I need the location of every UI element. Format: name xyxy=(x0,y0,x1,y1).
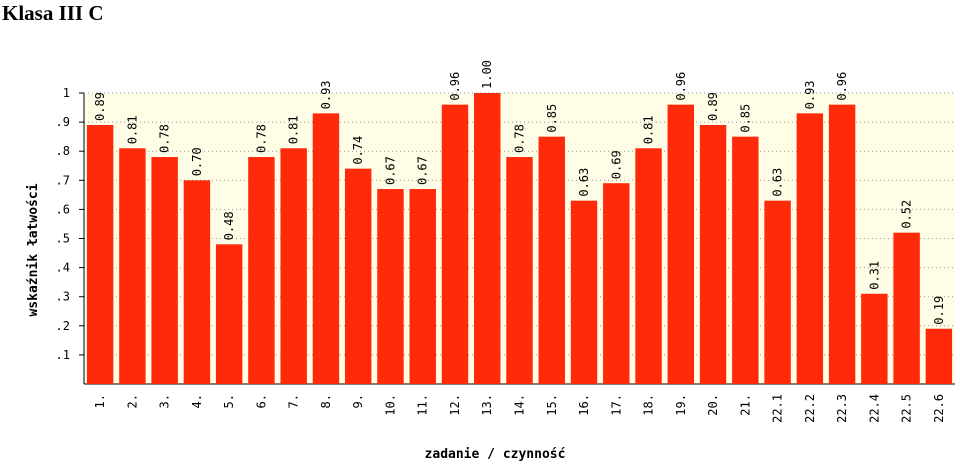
x-tick-label: 21. xyxy=(738,394,752,416)
value-label: 0.19 xyxy=(932,296,946,325)
bar xyxy=(151,157,178,384)
bar xyxy=(699,125,727,384)
y-tick-label: 1 xyxy=(63,86,70,100)
bar xyxy=(764,200,791,384)
value-label: 0.93 xyxy=(803,80,817,109)
value-label: 0.48 xyxy=(222,211,236,240)
value-label: 0.67 xyxy=(383,156,397,185)
value-label: 0.81 xyxy=(125,115,139,144)
x-tick-label: 22.2 xyxy=(803,394,817,423)
value-label: 0.96 xyxy=(835,72,849,101)
y-tick-label: .2 xyxy=(56,319,70,333)
value-label: 0.93 xyxy=(319,80,333,109)
x-tick-label: 22.6 xyxy=(932,394,946,423)
x-tick-label: 1. xyxy=(93,394,107,408)
bar xyxy=(183,180,211,384)
y-tick-label: .4 xyxy=(56,261,70,275)
x-tick-label: 13. xyxy=(480,394,494,416)
bar xyxy=(925,328,953,384)
value-label: 0.85 xyxy=(738,104,752,133)
x-tick-label: 7. xyxy=(287,394,301,408)
bar xyxy=(635,148,662,384)
value-label: 0.96 xyxy=(448,72,462,101)
y-tick-label: .6 xyxy=(56,202,70,216)
bar xyxy=(344,168,372,384)
value-label: 0.96 xyxy=(674,72,688,101)
x-tick-label: 17. xyxy=(609,394,623,416)
value-label: 0.63 xyxy=(771,168,785,197)
value-label: 0.63 xyxy=(577,168,591,197)
x-tick-label: 22.1 xyxy=(771,394,785,423)
x-tick-label: 14. xyxy=(513,394,527,416)
x-tick-label: 4. xyxy=(190,394,204,408)
bar xyxy=(312,113,340,385)
y-axis-label: wskaźnik łatwości xyxy=(26,183,41,316)
bar xyxy=(538,136,565,384)
y-tick-label: .5 xyxy=(56,232,70,246)
bar xyxy=(828,104,856,384)
x-tick-label: 20. xyxy=(706,394,720,416)
x-tick-label: 8. xyxy=(319,394,333,408)
x-tick-label: 3. xyxy=(158,394,172,408)
bar xyxy=(570,200,598,384)
value-label: 0.52 xyxy=(900,200,914,229)
x-tick-label: 5. xyxy=(222,394,236,408)
y-tick-label: .3 xyxy=(56,290,70,304)
bar xyxy=(667,104,695,384)
value-label: 0.89 xyxy=(93,92,107,121)
bar xyxy=(603,183,630,384)
chart-title: Klasa III C xyxy=(2,1,104,25)
bar xyxy=(377,189,404,384)
bar xyxy=(280,148,307,384)
bar xyxy=(441,104,469,384)
x-axis-label: zadanie / czynność xyxy=(425,447,566,462)
value-label: 0.85 xyxy=(545,104,559,133)
value-label: 0.31 xyxy=(867,261,881,290)
value-label: 0.78 xyxy=(254,124,268,153)
bar xyxy=(86,125,114,384)
x-tick-label: 10. xyxy=(383,394,397,416)
bar xyxy=(796,113,824,385)
x-tick-label: 15. xyxy=(545,394,559,416)
value-label: 0.69 xyxy=(609,150,623,179)
y-tick-label: .9 xyxy=(56,115,70,129)
value-label: 0.67 xyxy=(416,156,430,185)
x-tick-label: 12. xyxy=(448,394,462,416)
x-tick-label: 9. xyxy=(351,394,365,408)
x-tick-label: 19. xyxy=(674,394,688,416)
bar xyxy=(506,157,533,384)
x-tick-label: 6. xyxy=(254,394,268,408)
value-label: 0.78 xyxy=(513,124,527,153)
x-tick-label: 16. xyxy=(577,394,591,416)
x-tick-label: 22.5 xyxy=(900,394,914,423)
value-label: 0.81 xyxy=(287,115,301,144)
value-label: 0.81 xyxy=(642,115,656,144)
value-label: 1.00 xyxy=(480,60,494,89)
bar xyxy=(474,93,501,384)
y-tick-label: .7 xyxy=(56,173,70,187)
bar xyxy=(215,244,243,384)
y-tick-label: .8 xyxy=(56,144,70,158)
bar xyxy=(248,157,275,384)
value-label: 0.74 xyxy=(351,136,365,165)
bar xyxy=(893,232,920,384)
value-label: 0.70 xyxy=(190,147,204,176)
bar xyxy=(861,293,888,384)
x-tick-label: 22.4 xyxy=(867,394,881,423)
value-label: 0.89 xyxy=(706,92,720,121)
y-tick-label: .1 xyxy=(56,348,70,362)
value-label: 0.78 xyxy=(158,124,172,153)
x-tick-label: 11. xyxy=(416,394,430,416)
x-tick-label: 2. xyxy=(125,394,139,408)
bar xyxy=(409,189,436,384)
bar xyxy=(732,136,759,384)
x-tick-label: 18. xyxy=(642,394,656,416)
x-tick-label: 22.3 xyxy=(835,394,849,423)
bar xyxy=(119,148,146,384)
